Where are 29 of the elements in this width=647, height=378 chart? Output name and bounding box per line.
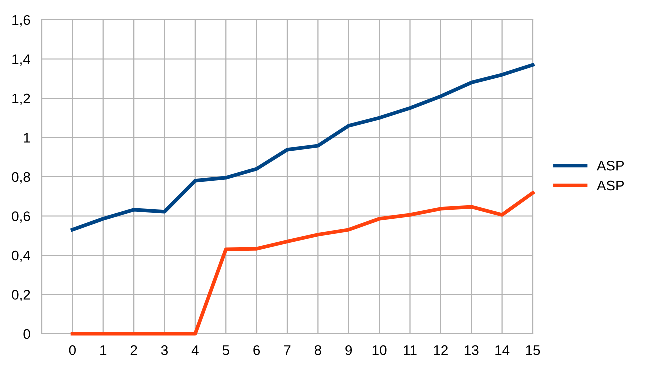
x-tick-label: 8 <box>314 345 322 356</box>
x-tick-label: 3 <box>161 345 168 356</box>
y-tick-label: 0,4 <box>12 250 30 262</box>
y-tick-label: 0,8 <box>12 172 30 184</box>
x-tick-label: 14 <box>496 346 510 356</box>
line-series <box>70 191 535 336</box>
y-tick-label: 1,6 <box>12 15 30 27</box>
x-tick-label: 2 <box>130 345 138 356</box>
y-tick-label: 0 <box>24 329 30 340</box>
legend-label: ASP <box>597 160 624 171</box>
y-tick-label: 0,2 <box>12 290 30 302</box>
x-tick-label: 10 <box>372 345 387 356</box>
x-tick-label: 15 <box>526 346 540 356</box>
x-tick-label: 13 <box>464 345 479 356</box>
y-tick-label: 1,4 <box>12 54 30 66</box>
y-tick-label: 1 <box>24 133 30 143</box>
x-tick-label: 0 <box>69 345 76 356</box>
x-tick-label: 5 <box>222 346 230 356</box>
x-tick-label: 4 <box>192 346 199 356</box>
y-tick-label: 0,6 <box>12 212 30 224</box>
x-tick-label: 1 <box>100 346 107 356</box>
x-tick-label: 12 <box>434 345 448 356</box>
x-tick-label: 7 <box>284 346 291 356</box>
x-tick-label: 11 <box>404 346 417 356</box>
y-tick-label: 1,2 <box>12 94 30 106</box>
line-series <box>70 63 535 232</box>
x-tick-label: 9 <box>346 345 352 356</box>
legend-label: ASP <box>597 180 624 191</box>
x-tick-label: 6 <box>254 345 260 356</box>
